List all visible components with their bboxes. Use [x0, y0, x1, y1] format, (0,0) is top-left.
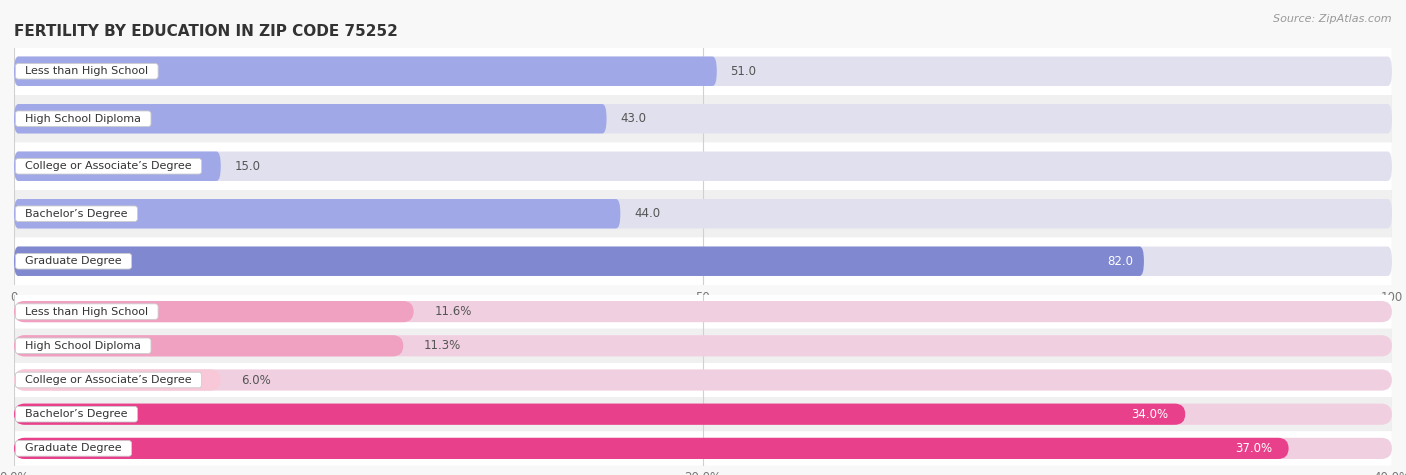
FancyBboxPatch shape: [14, 48, 1392, 95]
FancyBboxPatch shape: [14, 363, 1392, 397]
Text: FERTILITY BY EDUCATION IN ZIP CODE 75252: FERTILITY BY EDUCATION IN ZIP CODE 75252: [14, 24, 398, 39]
FancyBboxPatch shape: [14, 57, 1392, 86]
FancyBboxPatch shape: [14, 104, 606, 133]
Text: High School Diploma: High School Diploma: [18, 114, 148, 124]
FancyBboxPatch shape: [14, 152, 221, 181]
Text: Bachelor’s Degree: Bachelor’s Degree: [18, 209, 135, 219]
FancyBboxPatch shape: [14, 190, 1392, 238]
FancyBboxPatch shape: [14, 199, 620, 228]
FancyBboxPatch shape: [14, 438, 1289, 459]
FancyBboxPatch shape: [14, 431, 1392, 466]
FancyBboxPatch shape: [14, 438, 1392, 459]
FancyBboxPatch shape: [14, 301, 1392, 322]
Text: 11.3%: 11.3%: [425, 339, 461, 352]
FancyBboxPatch shape: [14, 247, 1392, 276]
FancyBboxPatch shape: [14, 95, 1392, 142]
FancyBboxPatch shape: [14, 142, 1392, 190]
FancyBboxPatch shape: [14, 370, 221, 390]
FancyBboxPatch shape: [14, 329, 1392, 363]
FancyBboxPatch shape: [14, 335, 1392, 356]
Text: College or Associate’s Degree: College or Associate’s Degree: [18, 375, 198, 385]
Text: 51.0: 51.0: [731, 65, 756, 78]
FancyBboxPatch shape: [14, 247, 1144, 276]
FancyBboxPatch shape: [14, 397, 1392, 431]
FancyBboxPatch shape: [14, 404, 1392, 425]
FancyBboxPatch shape: [14, 152, 1392, 181]
Text: 43.0: 43.0: [620, 112, 647, 125]
Text: Graduate Degree: Graduate Degree: [18, 443, 129, 454]
Text: 82.0: 82.0: [1107, 255, 1133, 268]
Text: High School Diploma: High School Diploma: [18, 341, 148, 351]
Text: Graduate Degree: Graduate Degree: [18, 256, 129, 266]
Text: 11.6%: 11.6%: [434, 305, 471, 318]
FancyBboxPatch shape: [14, 238, 1392, 285]
FancyBboxPatch shape: [14, 301, 413, 322]
Text: Less than High School: Less than High School: [18, 306, 155, 317]
Text: 15.0: 15.0: [235, 160, 260, 173]
Text: 44.0: 44.0: [634, 207, 661, 220]
Text: 37.0%: 37.0%: [1234, 442, 1272, 455]
FancyBboxPatch shape: [14, 104, 1392, 133]
FancyBboxPatch shape: [14, 404, 1185, 425]
Text: Less than High School: Less than High School: [18, 66, 155, 76]
FancyBboxPatch shape: [14, 199, 1392, 228]
FancyBboxPatch shape: [14, 370, 1392, 390]
Text: 6.0%: 6.0%: [242, 373, 271, 387]
FancyBboxPatch shape: [14, 294, 1392, 329]
Text: Source: ZipAtlas.com: Source: ZipAtlas.com: [1274, 14, 1392, 24]
Text: Bachelor’s Degree: Bachelor’s Degree: [18, 409, 135, 419]
FancyBboxPatch shape: [14, 335, 404, 356]
Text: College or Associate’s Degree: College or Associate’s Degree: [18, 161, 198, 171]
FancyBboxPatch shape: [14, 57, 717, 86]
Text: 34.0%: 34.0%: [1132, 408, 1168, 421]
